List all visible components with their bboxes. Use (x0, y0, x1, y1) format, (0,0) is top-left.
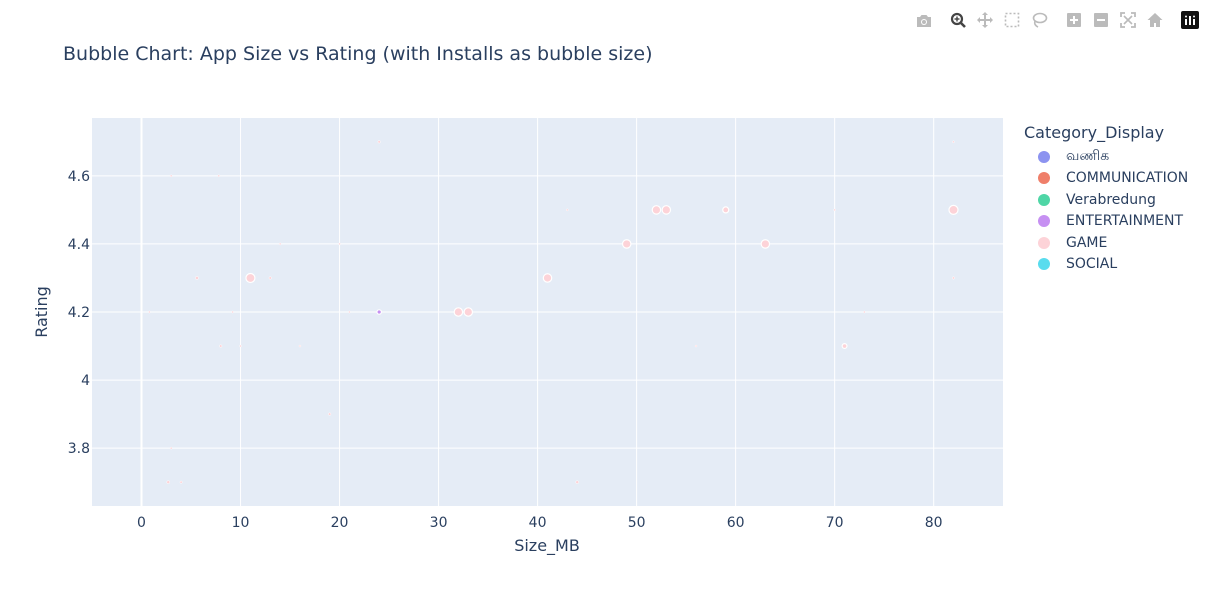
bubble-point[interactable] (661, 205, 672, 215)
bubble-point[interactable] (575, 480, 579, 484)
y-tick-label: 4.6 (68, 169, 90, 185)
bubble-point[interactable] (268, 276, 272, 280)
legend-item[interactable]: GAME (1024, 232, 1188, 254)
legend-item[interactable]: வணிக (1024, 146, 1188, 168)
bubble-point[interactable] (245, 272, 256, 284)
bubble-point[interactable] (239, 344, 242, 348)
bubble-point[interactable] (231, 310, 234, 314)
autoscale-icon[interactable] (1114, 8, 1141, 32)
bubble-point[interactable] (166, 480, 170, 484)
bubble-point[interactable] (463, 307, 474, 317)
bubble-point[interactable] (179, 480, 183, 484)
bubble-point[interactable] (694, 344, 698, 348)
zoom-icon[interactable] (944, 8, 971, 32)
legend-label: வணிக (1066, 147, 1110, 164)
bubble-point[interactable] (219, 344, 223, 348)
bubble-point[interactable] (566, 208, 569, 212)
bubble-point[interactable] (722, 206, 730, 214)
lasso-icon[interactable] (1025, 8, 1052, 32)
bubble-point[interactable] (651, 205, 662, 215)
bubble-point[interactable] (952, 140, 955, 144)
chart-title: Bubble Chart: App Size vs Rating (with I… (63, 43, 653, 65)
x-tick-label: 0 (137, 515, 146, 531)
bubble-point[interactable] (298, 344, 302, 348)
y-axis-ticks: 3.8 4 4.2 4.4 4.6 (68, 169, 90, 457)
bubble-point[interactable] (453, 307, 464, 317)
x-tick-label: 80 (925, 515, 943, 531)
bubble-point[interactable] (833, 208, 836, 212)
y-tick-label: 3.8 (68, 441, 90, 457)
legend-title: Category_Display (1024, 123, 1165, 142)
x-tick-label: 60 (727, 515, 745, 531)
grid (92, 118, 1003, 506)
legend-marker (1038, 236, 1050, 249)
legend-marker (1038, 215, 1050, 228)
camera-icon[interactable] (909, 8, 936, 32)
bubble-point[interactable] (760, 239, 771, 249)
legend-marker (1038, 150, 1050, 163)
bubble-point[interactable] (621, 239, 632, 249)
bubble-point[interactable] (278, 242, 282, 246)
legend-item[interactable]: ENTERTAINMENT (1024, 211, 1188, 233)
legend-label: Verabredung (1066, 191, 1156, 208)
bubble-point[interactable] (377, 140, 381, 144)
legend-label: SOCIAL (1066, 256, 1118, 273)
pan-icon[interactable] (971, 8, 998, 32)
y-tick-label: 4 (81, 373, 90, 389)
legend-item[interactable]: SOCIAL (1024, 254, 1188, 276)
legend-label: COMMUNICATION (1066, 170, 1189, 187)
bubble-point[interactable] (328, 412, 332, 416)
bubble-point[interactable] (195, 276, 199, 280)
plotly-logo-icon[interactable] (1176, 8, 1203, 32)
x-tick-label: 50 (628, 515, 646, 531)
x-axis-ticks: 0 10 20 30 40 50 60 70 80 (137, 515, 943, 531)
zoom-out-icon[interactable] (1087, 8, 1114, 32)
bubble-point[interactable] (338, 242, 341, 246)
bubble-point[interactable] (952, 276, 955, 280)
zoom-in-icon[interactable] (1060, 8, 1087, 32)
x-tick-label: 10 (232, 515, 250, 531)
y-axis-title: Rating (32, 286, 51, 338)
x-axis-title: Size_MB (514, 536, 580, 556)
bubble-point[interactable] (863, 310, 866, 314)
bubble-point[interactable] (542, 273, 553, 283)
bubble-point[interactable] (217, 174, 220, 178)
bubble-point[interactable] (169, 446, 173, 450)
legend: Category_Display வணிக COMMUNICATION Verabr… (1024, 123, 1188, 275)
bubble-point[interactable] (841, 343, 848, 350)
legend-item[interactable]: COMMUNICATION (1024, 168, 1188, 190)
bubble-point[interactable] (348, 310, 351, 314)
reset-axes-icon[interactable] (1141, 8, 1168, 32)
bubble-point[interactable] (169, 174, 173, 178)
legend-marker (1038, 258, 1050, 271)
x-tick-label: 30 (430, 515, 448, 531)
data-points (148, 140, 959, 484)
legend-label: GAME (1066, 234, 1108, 251)
box-select-icon[interactable] (998, 8, 1025, 32)
x-tick-label: 40 (529, 515, 547, 531)
bubble-point[interactable] (148, 310, 151, 314)
bubble-point[interactable] (376, 309, 382, 315)
legend-marker (1038, 172, 1050, 185)
modebar (909, 8, 1203, 32)
x-tick-label: 70 (826, 515, 844, 531)
bubble-point[interactable] (948, 204, 959, 215)
x-tick-label: 20 (331, 515, 349, 531)
legend-label: ENTERTAINMENT (1066, 213, 1184, 230)
y-tick-label: 4.2 (68, 305, 90, 321)
legend-marker (1038, 193, 1050, 206)
y-tick-label: 4.4 (68, 237, 90, 253)
legend-item[interactable]: Verabredung (1024, 189, 1188, 211)
